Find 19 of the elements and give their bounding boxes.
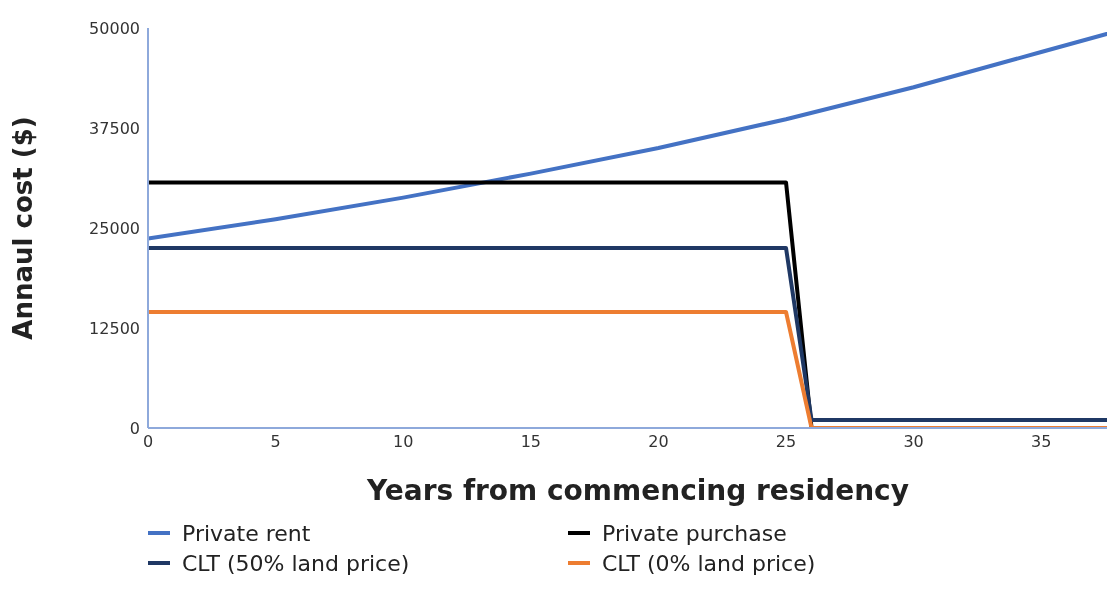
x-tick-label: 0 [142,432,154,452]
y-axis-title: Annaul cost ($) [8,116,39,340]
y-tick-label: 0 [129,418,140,438]
x-tick-label: 10 [393,432,414,452]
y-tick-label: 37500 [89,118,140,138]
x-tick-label: 20 [648,432,669,452]
legend-label: Private purchase [602,520,787,546]
x-tick-label: 35 [1031,432,1052,452]
legend-label: Private rent [182,520,311,546]
legend-label: CLT (0% land price) [602,550,816,576]
y-tick-label: 12500 [89,318,140,338]
x-tick-label: 30 [903,432,924,452]
x-axis-title: Years from commencing residency [366,474,909,507]
x-tick-label: 5 [270,432,281,452]
legend-label: CLT (50% land price) [182,550,410,576]
y-tick-label: 50000 [89,18,140,38]
x-tick-label: 25 [775,432,797,452]
y-tick-label: 25000 [89,218,140,238]
x-tick-label: 15 [520,432,541,452]
